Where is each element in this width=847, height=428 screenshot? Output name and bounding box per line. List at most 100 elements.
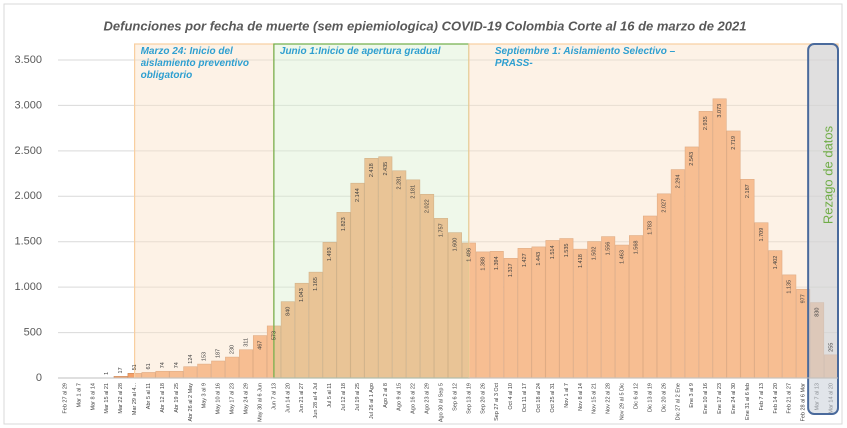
period-band	[468, 43, 839, 379]
x-tick-label: Nov 15 al 21	[592, 383, 598, 414]
x-tick-label: Ago 16 al 22	[411, 383, 417, 414]
data-label: 2.719	[731, 136, 737, 150]
x-tick-label: Oct 25 al 31	[550, 383, 556, 413]
y-tick-label: 1.000	[14, 281, 42, 293]
x-tick-label: Abr 26 al 2 May	[188, 383, 194, 422]
data-label: 1.388	[480, 257, 486, 271]
x-tick-label: May 3 al 9	[202, 383, 208, 408]
data-label: 2.022	[425, 199, 431, 213]
data-label: 74	[160, 362, 166, 368]
data-label: 2.281	[397, 176, 403, 190]
period-label: Septiembre 1: Aislamiento Selectivo – PR…	[494, 46, 676, 69]
x-tick-label: Ene 31 al 6 feb	[745, 383, 751, 420]
x-tick-label: Ene 3 al 9	[689, 383, 695, 408]
data-label: 1.165	[313, 277, 319, 291]
period-label-box: Marzo 24: Inicio del aislamiento prevent…	[140, 46, 249, 81]
data-label: 1.135	[787, 280, 793, 294]
data-label: 573	[271, 331, 277, 340]
data-label: 1.823	[341, 217, 347, 231]
data-label: 1.757	[438, 223, 444, 237]
data-label: 1.493	[327, 247, 333, 261]
x-tick-label: Oct 18 al 24	[536, 383, 542, 413]
data-label: 2.144	[355, 188, 361, 202]
x-tick-label: Jun 28 al 4 Jul	[313, 383, 319, 418]
x-tick-label: Jul 26 al 1 Ago	[369, 383, 375, 419]
x-tick-label: Oct 4 al 10	[508, 383, 514, 410]
data-label: 1.443	[536, 252, 542, 266]
period-band	[273, 43, 470, 379]
x-tick-label: Nov 22 al 28	[606, 383, 612, 414]
data-label: 1.535	[564, 244, 570, 258]
data-label: 2.543	[689, 152, 695, 166]
period-label: Marzo 24: Inicio del aislamiento prevent…	[140, 46, 249, 81]
x-tick-label: Jul 5 al 11	[327, 383, 333, 408]
data-label: 2.181	[411, 185, 417, 199]
x-tick-label: Oct 11 al 17	[522, 383, 528, 412]
period-band	[134, 43, 275, 379]
x-tick-label: Nov 8 al 14	[578, 383, 584, 411]
x-tick-label: May 24 al 29	[243, 383, 249, 415]
x-tick-label: Ago 9 al 15	[397, 383, 403, 411]
y-tick-label: 500	[24, 326, 42, 338]
data-label: 153	[202, 352, 208, 361]
x-tick-label: Ago 23 al 29	[425, 383, 431, 414]
data-label: 1.709	[759, 228, 765, 242]
y-tick-label: 3.500	[14, 54, 42, 66]
data-label: 467	[257, 341, 263, 350]
x-tick-label: Abr 19 al 25	[174, 383, 180, 413]
data-label: 1.502	[592, 247, 598, 261]
x-tick-label: Nov 29 al 5 Dic	[620, 383, 626, 421]
data-label: 311	[243, 338, 249, 347]
x-tick-label: Feb 21 al 27	[787, 383, 793, 414]
data-label: 2.418	[369, 163, 375, 177]
y-tick-label: 3.000	[14, 99, 42, 111]
x-tick-label: Mar 1 al 7	[76, 383, 82, 407]
x-tick-label: Feb 14 al 20	[773, 383, 779, 414]
data-label: 61	[146, 363, 152, 369]
data-label: 74	[174, 362, 180, 368]
x-tick-label: Ago 30 al Sep 5	[438, 383, 444, 422]
data-label: 51	[132, 364, 138, 370]
data-label: 187	[216, 349, 222, 358]
x-tick-label: Jul 19 al 25	[355, 383, 361, 411]
x-tick-label: May 10 al 16	[216, 383, 222, 415]
x-tick-label: Jul 12 al 18	[341, 383, 347, 411]
x-tick-label: Sep 27 al 3 Oct	[494, 383, 500, 421]
x-tick-label: May 30 al 6 Jun	[257, 383, 263, 422]
x-tick-label: Jun 14 al 20	[285, 383, 291, 413]
x-tick-label: Sep 13 al 19	[466, 383, 472, 414]
x-tick-label: Dic 13 al 19	[647, 383, 653, 412]
x-tick-label: Sep 20 al 26	[480, 383, 486, 414]
data-label: 830	[815, 308, 821, 317]
x-tick-label: Dic 6 al 12	[633, 383, 639, 409]
y-tick-label: 0	[36, 372, 42, 384]
x-tick-label: May 17 al 23	[230, 383, 236, 415]
data-label: 1.783	[647, 221, 653, 235]
data-label: 2.294	[675, 175, 681, 189]
data-label: 2.435	[383, 162, 389, 176]
y-tick-label: 2.500	[14, 145, 42, 157]
x-tick-label: Jun 7 al 13	[271, 383, 277, 410]
x-tick-label: Dic 27 al 2 Ene	[675, 383, 681, 420]
data-label: 2.935	[703, 116, 709, 130]
data-label: 2.187	[745, 184, 751, 198]
data-label: 1.514	[550, 245, 556, 259]
x-tick-label: Mar 8 al 14	[90, 383, 96, 411]
data-label: 1.463	[620, 250, 626, 264]
data-label: 977	[801, 294, 807, 303]
x-tick-label: Ene 10 al 16	[703, 383, 709, 414]
period-label: Junio 1:Inicio de apertura gradual	[279, 46, 441, 57]
data-label: 17	[118, 367, 124, 373]
x-tick-label: Mar 29 al 4...	[132, 383, 138, 416]
data-label: 1.317	[508, 263, 514, 277]
period-label-box: Septiembre 1: Aislamiento Selectivo – PR…	[494, 46, 676, 69]
x-tick-label: Ene 17 al 23	[717, 383, 723, 414]
x-tick-label: Dic 20 al 26	[661, 383, 667, 412]
data-label: 840	[285, 307, 291, 316]
x-tick-label: Abr 12 al 18	[160, 383, 166, 413]
data-label: 1	[104, 372, 110, 375]
x-tick-label: Feb 27 al 29	[62, 383, 68, 414]
y-tick-label: 1.500	[14, 236, 42, 248]
data-label: 1.427	[522, 253, 528, 267]
